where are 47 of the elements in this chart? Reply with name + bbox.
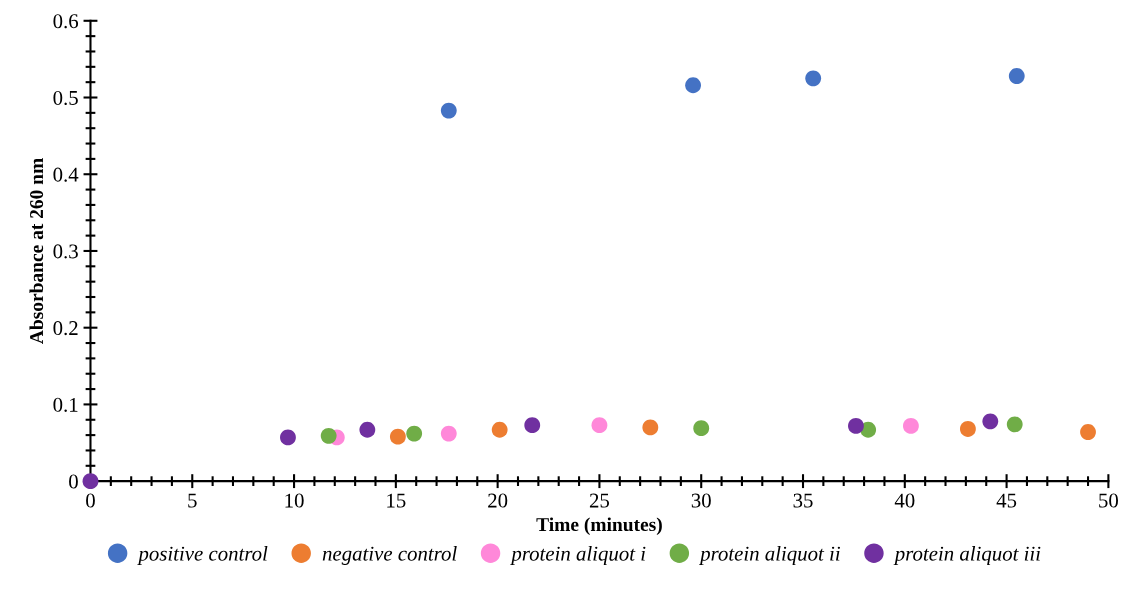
point — [82, 473, 99, 490]
x-tick-label: 35 — [793, 493, 813, 508]
point — [693, 420, 710, 437]
point — [389, 428, 406, 445]
legend-label: negative control — [322, 546, 457, 565]
y-tick-label: 0.2 — [53, 321, 78, 336]
point — [359, 421, 376, 438]
x-tick-label: 30 — [691, 493, 711, 508]
legend-label: protein aliquot ii — [698, 546, 840, 565]
point — [902, 417, 919, 434]
legend-label: positive control — [137, 546, 268, 565]
y-tick-label: 0.3 — [53, 244, 78, 259]
x-tick-label: 40 — [894, 493, 915, 508]
point — [982, 413, 999, 430]
y-tick-label: 0.6 — [53, 14, 79, 29]
legend-label: protein aliquot iii — [893, 546, 1041, 565]
point — [591, 417, 608, 434]
point — [848, 417, 864, 434]
legend-label: protein aliquot i — [510, 546, 646, 565]
y-axis-title: Absorbance at 260 nm — [29, 158, 44, 344]
y-tick-label: 0.4 — [53, 167, 79, 182]
point — [805, 70, 822, 87]
point — [440, 425, 457, 442]
x-tick-label: 15 — [387, 493, 406, 508]
point — [491, 421, 508, 438]
point — [280, 429, 296, 446]
point — [959, 421, 976, 437]
x-tick-label: 50 — [1099, 493, 1118, 508]
x-tick-label: 25 — [589, 493, 610, 508]
point — [642, 419, 659, 436]
x-axis-title: Time (minutes) — [536, 517, 662, 536]
x-tick-label: 10 — [285, 493, 304, 508]
point — [685, 77, 701, 94]
y-tick-label: 0.5 — [53, 90, 78, 106]
y-tick-label: 0.1 — [53, 397, 78, 412]
x-tick-label: 45 — [996, 493, 1017, 508]
y-tick-label: 0 — [69, 474, 78, 489]
point — [1008, 68, 1025, 84]
point — [1080, 424, 1096, 440]
point — [524, 417, 541, 434]
point — [406, 425, 423, 442]
point — [1006, 416, 1023, 433]
x-tick-label: 5 — [188, 493, 197, 508]
point — [320, 427, 337, 444]
x-tick-label: 0 — [86, 493, 95, 508]
point — [440, 102, 457, 119]
x-tick-label: 20 — [488, 493, 508, 508]
